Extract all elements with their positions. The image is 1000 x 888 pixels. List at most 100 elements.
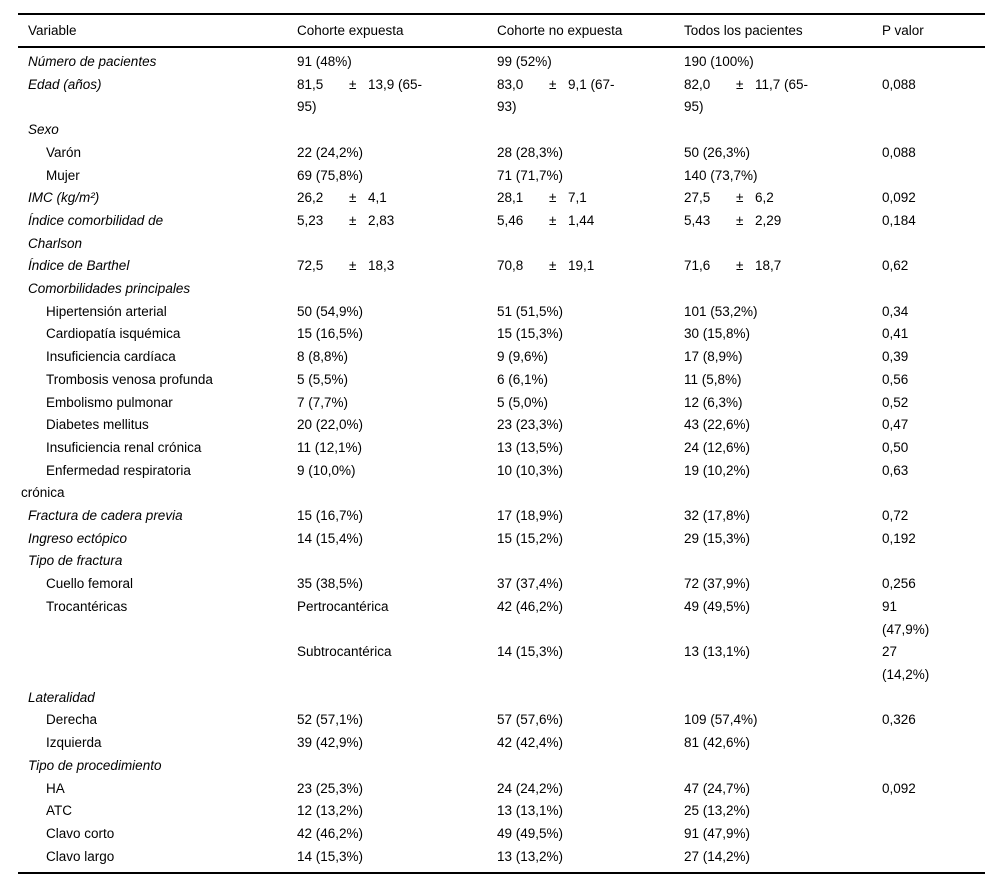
variable-cell: Clavo corto	[18, 823, 297, 846]
row-label: Hipertensión arterial	[46, 303, 167, 319]
cell-value: 29 (15,3%)	[684, 530, 751, 546]
value-cell: 50 (54,9%)	[297, 301, 497, 324]
cell-value: 27	[882, 644, 898, 660]
value-cell: 72 (37,9%)	[684, 573, 882, 596]
value-cell: 14 (15,3%)	[497, 641, 684, 664]
table-row: Edad (años) 81,5 ±13,9 (65- 95) 83,0 ±9,1 (67…	[18, 74, 985, 119]
cell-value: 0,088	[882, 144, 916, 160]
variable-cell: Insuficiencia cardíaca	[18, 346, 297, 369]
value-cell: 72,5 ±18,3	[297, 255, 497, 278]
cell-value: 0,184	[882, 212, 916, 228]
mean-value: 71,6	[684, 258, 711, 274]
table-row: Hipertensión arterial 50 (54,9%) 51 (51,5%…	[18, 301, 985, 324]
variable-cell: Sexo	[18, 119, 297, 142]
cell-value: 35 (38,5%)	[297, 576, 364, 592]
cell-value-wrap: 95)	[684, 99, 704, 115]
mean-value: 5,46	[497, 212, 524, 228]
p-value-cell: 91 (47,9%)	[882, 596, 985, 641]
value-cell: 49 (49,5%)	[497, 823, 684, 846]
table-bottom-rule	[18, 872, 985, 875]
row-label: Diabetes mellitus	[46, 417, 149, 433]
cell-value: 17 (18,9%)	[497, 508, 564, 524]
mean-value: 26,2	[297, 190, 324, 206]
cell-value: 0,256	[882, 576, 916, 592]
cell-value: 69 (75,8%)	[297, 167, 364, 183]
p-value-cell: 0,62	[882, 255, 985, 278]
variable-cell: Cuello femoral	[18, 573, 297, 596]
plus-minus-sign: ±	[349, 212, 357, 228]
table-row: Sexo	[18, 119, 985, 142]
p-value-cell: 0,41	[882, 323, 985, 346]
cell-value: 0,47	[882, 417, 909, 433]
value-cell: 83,0 ±9,1 (67- 93)	[497, 74, 684, 119]
cell-value: 24 (12,6%)	[684, 439, 751, 455]
cell-value: 0,092	[882, 780, 916, 796]
value-cell: 91 (48%)	[297, 51, 497, 74]
value-cell: 25 (13,2%)	[684, 800, 882, 823]
variable-cell: Hipertensión arterial	[18, 301, 297, 324]
table-row: Cuello femoral 35 (38,5%) 37 (37,4%) 72 (37…	[18, 573, 985, 596]
sd-range-value: 1,44	[568, 212, 595, 228]
value-cell: 39 (42,9%)	[297, 732, 497, 755]
variable-cell: Edad (años)	[18, 74, 297, 97]
table-row: Trombosis venosa profunda 5 (5,5%) 6 (6,1%…	[18, 369, 985, 392]
cell-value: 10 (10,3%)	[497, 462, 564, 478]
value-cell: 17 (18,9%)	[497, 505, 684, 528]
table-row: Insuficiencia renal crónica 11 (12,1%) 13 …	[18, 437, 985, 460]
cell-value: 30 (15,8%)	[684, 326, 751, 342]
row-label-wrap: crónica	[21, 485, 65, 501]
table-row: Número de pacientes 91 (48%) 99 (52%) 190 (…	[18, 51, 985, 74]
value-cell: 52 (57,1%)	[297, 709, 497, 732]
value-cell: 101 (53,2%)	[684, 301, 882, 324]
cell-value: 91 (48%)	[297, 54, 352, 69]
p-value-cell: 0,50	[882, 437, 985, 460]
value-cell: 8 (8,8%)	[297, 346, 497, 369]
row-label: Edad (años)	[28, 76, 102, 92]
row-label: Clavo corto	[46, 825, 115, 841]
value-cell: 29 (15,3%)	[684, 528, 882, 551]
value-cell: 19 (10,2%)	[684, 460, 882, 483]
cell-value: 20 (22,0%)	[297, 417, 364, 433]
table-row: Enfermedad respiratoria crónica 9 (10,0%) 1…	[18, 460, 985, 505]
variable-cell: Número de pacientes	[18, 51, 297, 74]
value-cell: 13 (13,5%)	[497, 437, 684, 460]
cell-value: 0,72	[882, 508, 909, 524]
p-value-cell: 0,34	[882, 301, 985, 324]
plus-minus-sign: ±	[349, 190, 357, 206]
value-cell: 30 (15,8%)	[684, 323, 882, 346]
cell-value: 8 (8,8%)	[297, 349, 349, 365]
cell-value-wrap: (14,2%)	[882, 666, 930, 682]
cell-value: 51 (51,5%)	[497, 303, 564, 319]
value-cell: 37 (37,4%)	[497, 573, 684, 596]
value-cell: 13 (13,1%)	[497, 800, 684, 823]
value-cell: 24 (24,2%)	[497, 778, 684, 801]
cell-value: 9 (10,0%)	[297, 462, 356, 478]
plus-minus-sign: ±	[736, 212, 744, 228]
cell-value: 13 (13,2%)	[497, 848, 564, 864]
table-row: Tipo de procedimiento	[18, 755, 985, 778]
value-cell: 81,5 ±13,9 (65- 95)	[297, 74, 497, 119]
sd-range-value: 4,1	[368, 190, 387, 206]
cell-value: 99 (52%)	[497, 54, 552, 69]
table-row: ATC 12 (13,2%) 13 (13,1%) 25 (13,2%)	[18, 800, 985, 823]
cell-value: 15 (16,5%)	[297, 326, 364, 342]
variable-cell: Cardiopatía isquémica	[18, 323, 297, 346]
value-cell: 14 (15,4%)	[297, 528, 497, 551]
cell-value: 17 (8,9%)	[684, 349, 743, 365]
value-cell: 42 (46,2%)	[297, 823, 497, 846]
value-cell: 23 (25,3%)	[297, 778, 497, 801]
value-cell: 5 (5,5%)	[297, 369, 497, 392]
plus-minus-sign: ±	[549, 76, 557, 92]
cell-value: Subtrocantérica	[297, 644, 392, 660]
value-cell: 14 (15,3%)	[297, 846, 497, 869]
table-body: Número de pacientes 91 (48%) 99 (52%) 190 (…	[18, 48, 985, 872]
row-label: Tipo de fractura	[28, 553, 123, 569]
mean-value: 81,5	[297, 76, 324, 92]
plus-minus-sign: ±	[549, 258, 557, 274]
table-row: Índice de Barthel 72,5 ±18,3 70,8 ±19,1 71,6 ±…	[18, 255, 985, 278]
cell-value: 72 (37,9%)	[684, 576, 751, 592]
column-header-cohorte-no-expuesta: Cohorte no expuesta	[497, 23, 623, 38]
cell-value: Pertrocantérica	[297, 598, 389, 614]
value-cell: 5,43 ±2,29	[684, 210, 882, 233]
